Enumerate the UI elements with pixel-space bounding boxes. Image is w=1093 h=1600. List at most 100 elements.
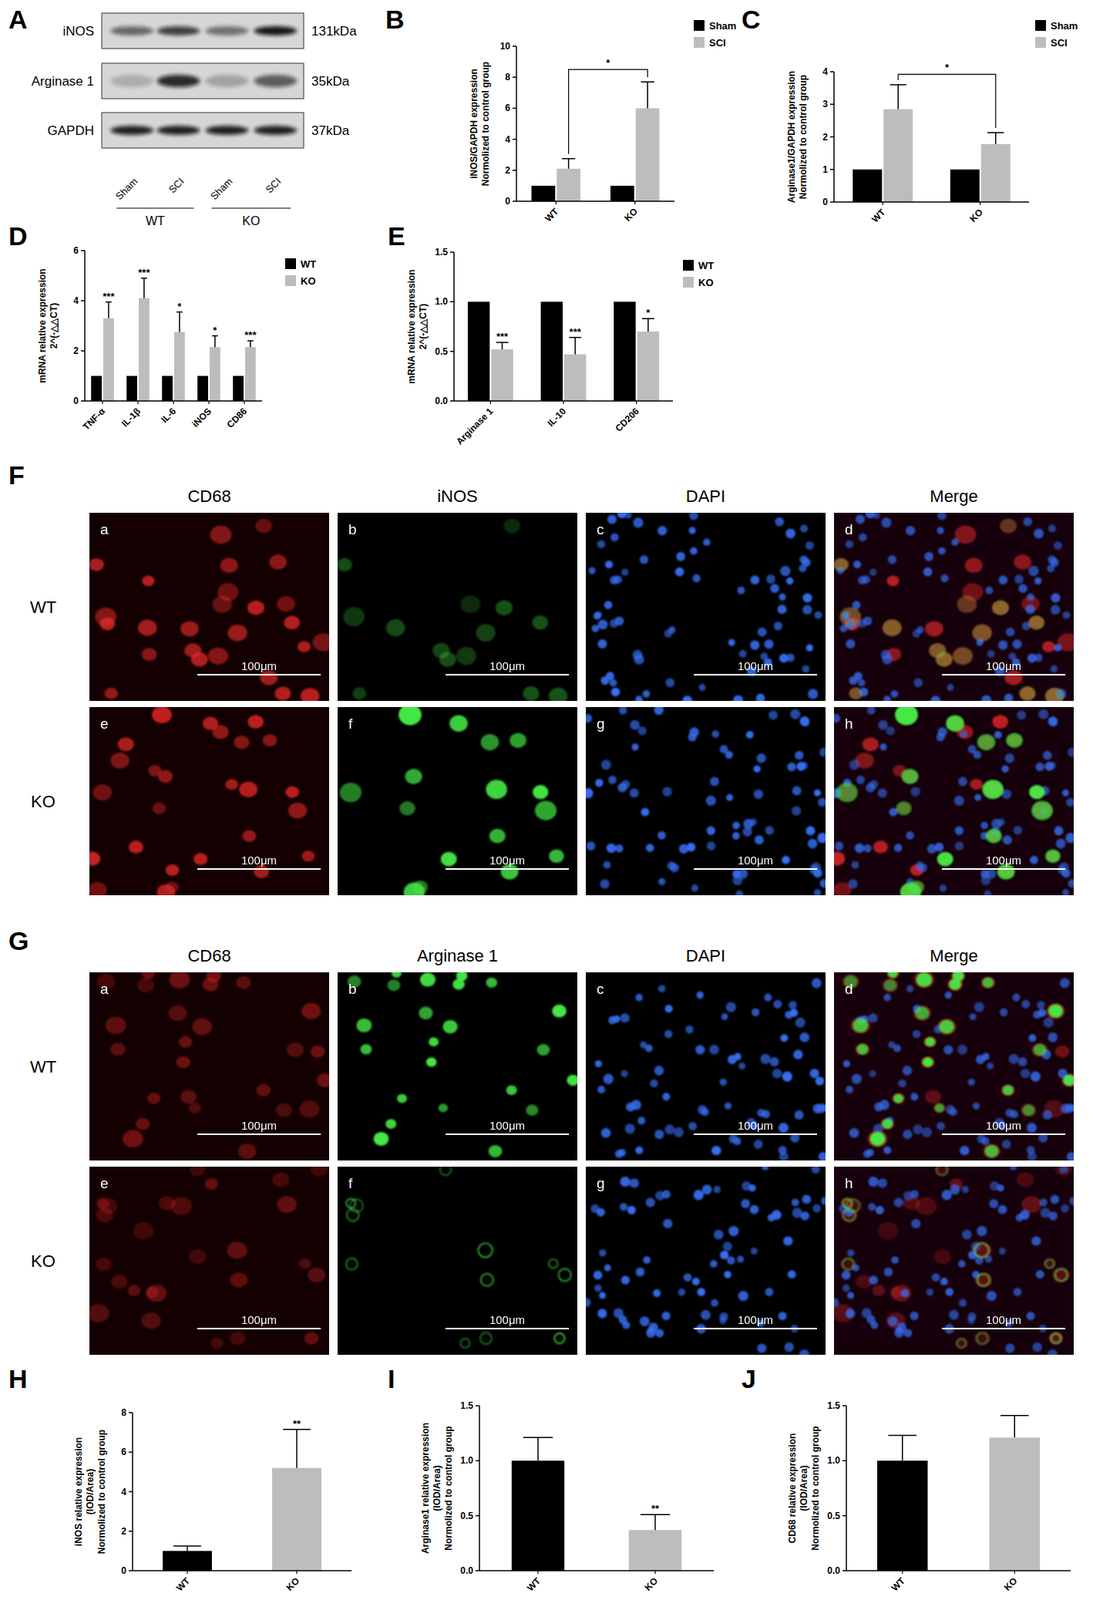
- cd68-cell: [262, 733, 278, 747]
- nucleus: [706, 840, 717, 851]
- marker-cell: [985, 828, 1003, 844]
- nucleus: [820, 1103, 828, 1111]
- cd68-cell: [105, 1015, 127, 1034]
- nucleus: [877, 719, 888, 730]
- micrograph: g100μm: [581, 1162, 830, 1359]
- cd68-cell: [110, 1042, 126, 1056]
- cd68-cell: [235, 975, 251, 989]
- significance: ***: [102, 290, 115, 303]
- marker-cell: [922, 1056, 934, 1067]
- nucleus: [981, 694, 992, 705]
- cd68-cell: [165, 864, 179, 876]
- nucleus: [793, 1109, 804, 1120]
- cd68-cell: [104, 687, 118, 700]
- nucleus: [635, 1267, 645, 1276]
- nucleus: [936, 732, 946, 741]
- nucleus: [642, 1255, 651, 1264]
- cd68-cell: [84, 851, 101, 866]
- micrograph-bg: [337, 971, 578, 1161]
- y-tick: [450, 251, 455, 253]
- nucleus: [1061, 867, 1071, 878]
- blot-band: [253, 74, 297, 88]
- nucleus: [601, 759, 612, 770]
- y-tick-label: 1.0: [434, 295, 448, 307]
- cd68-cell: [310, 1160, 328, 1176]
- cd68-cell: [921, 1056, 935, 1069]
- nucleus: [753, 764, 761, 772]
- nucleus: [1036, 1000, 1046, 1009]
- nucleus: [654, 1065, 665, 1076]
- nucleus: [845, 1085, 854, 1093]
- nucleus: [688, 526, 696, 534]
- nucleus: [1060, 1203, 1070, 1213]
- marker-cell: [881, 1118, 893, 1129]
- marker-cell: [839, 606, 861, 626]
- lane-label: SCI: [166, 175, 187, 196]
- nucleus: [794, 750, 804, 761]
- micrograph: a100μm: [88, 512, 334, 704]
- nucleus: [810, 1164, 820, 1174]
- marker-cell: [856, 1043, 868, 1054]
- scale-bar: [197, 673, 321, 676]
- error-line: [995, 132, 997, 145]
- nucleus: [691, 884, 699, 892]
- marker-cell: [548, 1258, 559, 1268]
- bracket-label: *: [945, 61, 950, 74]
- cd68-cell: [980, 975, 996, 989]
- nucleus: [806, 644, 814, 652]
- nucleus: [692, 574, 700, 582]
- blot-band: [157, 125, 201, 135]
- nucleus: [1001, 764, 1009, 772]
- error-bar: [176, 312, 183, 333]
- marker-cell: [1050, 1332, 1061, 1343]
- marker-cell: [439, 651, 457, 667]
- cd68-cell: [1045, 687, 1064, 704]
- nucleus: [723, 1240, 733, 1251]
- cd68-cell: [1013, 554, 1032, 570]
- cd68-cell: [128, 840, 144, 853]
- marker-cell: [1002, 1084, 1014, 1095]
- scale-bar: [197, 867, 321, 870]
- y-tick: [512, 169, 517, 172]
- nucleus: [921, 1126, 932, 1137]
- nucleus: [958, 776, 968, 787]
- error-bar: [561, 158, 576, 169]
- nucleus: [975, 1054, 986, 1064]
- micrograph-bg: [89, 971, 330, 1161]
- nucleus: [848, 675, 858, 685]
- marker-cell: [977, 1273, 990, 1286]
- legend-swatch: [285, 275, 296, 286]
- error-bar: [211, 336, 219, 348]
- bar: [90, 376, 102, 402]
- micrograph-letter: e: [100, 1174, 109, 1191]
- cd68-cell: [952, 647, 973, 665]
- micrograph: d100μm: [834, 967, 1078, 1162]
- nucleus: [757, 627, 767, 637]
- cd68-cell: [882, 619, 902, 636]
- nucleus: [829, 1297, 839, 1307]
- y-tick-label: 4: [73, 295, 79, 307]
- nucleus: [974, 793, 982, 801]
- cd68-cell: [96, 1197, 110, 1209]
- y-axis: [84, 250, 86, 401]
- band-size: 131kDa: [311, 23, 357, 39]
- cd68-cell: [310, 1045, 326, 1058]
- scale-bar-label: 100μm: [241, 853, 277, 867]
- cd68-cell: [238, 1143, 257, 1159]
- y-tick-label: 2: [822, 131, 828, 143]
- nucleus: [595, 1059, 602, 1067]
- marker-cell: [934, 1103, 945, 1112]
- y-tick: [128, 1411, 133, 1413]
- marker-cell: [403, 882, 425, 902]
- scale-bar-label: 100μm: [737, 1118, 774, 1132]
- marker-cell: [843, 1208, 856, 1221]
- nucleus: [861, 1307, 872, 1318]
- bar: [635, 107, 660, 202]
- x-tick: [979, 201, 981, 206]
- cd68-cell: [227, 624, 247, 641]
- x-axis: [516, 200, 675, 202]
- marker-cell: [1062, 1074, 1076, 1086]
- y-tick-label: 0.5: [434, 346, 448, 357]
- scale-bar: [693, 867, 818, 870]
- cd68-cell: [110, 1274, 128, 1289]
